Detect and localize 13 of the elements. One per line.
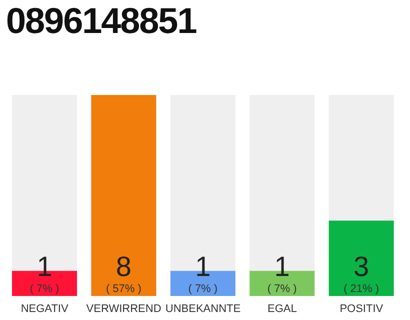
annotation: ( 7% ) (188, 283, 218, 295)
x-tick-label: POSITIV (340, 302, 384, 315)
annotation: ( 7% ) (30, 283, 60, 295)
x-tick-label: VERWIRREND (86, 302, 162, 315)
chart-title: 0896148851 (6, 0, 196, 42)
annotation: ( 7% ) (267, 283, 297, 295)
x-tick-label: UNBEKANNTE (165, 302, 241, 315)
annotation: ( 57% ) (106, 283, 142, 295)
x-tick-label: NEGATIV (20, 302, 69, 315)
x-tick-label: EGAL (268, 302, 297, 315)
data-label: 8 (116, 251, 132, 282)
data-label: 3 (354, 251, 370, 282)
annotation: ( 21% ) (344, 283, 380, 295)
